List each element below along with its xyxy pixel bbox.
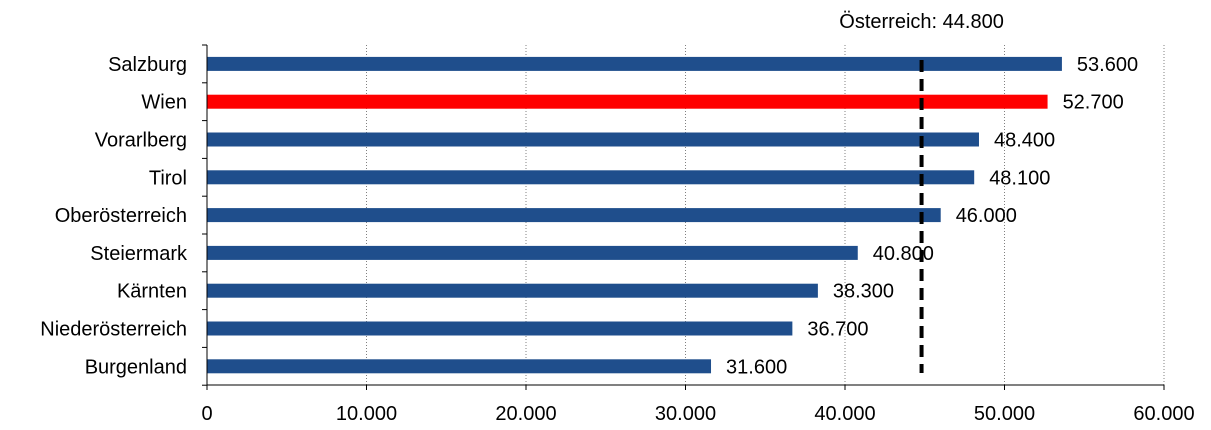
category-label: Vorarlberg (95, 130, 187, 152)
data-label: 40.800 (873, 243, 934, 265)
bar-4 (207, 208, 941, 223)
bars (207, 56, 1062, 374)
x-tick-label: 10.000 (336, 403, 397, 425)
bar-0 (207, 56, 1062, 71)
data-label: 36.700 (807, 319, 868, 341)
x-tick-label: 60.000 (1133, 403, 1194, 425)
category-label: Oberösterreich (55, 205, 187, 227)
category-label: Wien (141, 92, 187, 114)
data-label: 52.700 (1063, 92, 1124, 114)
x-tick-label: 30.000 (655, 403, 716, 425)
labels: 0 10.000 20.000 30.000 40.000 50.000 60.000 Sal… (40, 11, 1194, 425)
category-label: Salzburg (108, 54, 187, 76)
category-label: Tirol (149, 167, 187, 189)
bar-7 (207, 321, 793, 336)
x-tick-label: 20.000 (495, 403, 556, 425)
data-label: 48.400 (994, 130, 1055, 152)
data-label: 38.300 (833, 281, 894, 303)
x-tick-label: 0 (201, 403, 212, 425)
category-label: Kärnten (117, 281, 187, 303)
category-label: Burgenland (85, 356, 187, 378)
bar-3 (207, 170, 975, 185)
category-label: Steiermark (90, 243, 188, 265)
category-label: Niederösterreich (40, 319, 187, 341)
bar-6 (207, 283, 818, 298)
data-label: 48.100 (989, 167, 1050, 189)
data-label: 31.600 (726, 356, 787, 378)
data-label: 53.600 (1077, 54, 1138, 76)
x-tick-label: 40.000 (814, 403, 875, 425)
bar-8 (207, 359, 712, 374)
x-tick-label: 50.000 (974, 403, 1035, 425)
bar-2 (207, 132, 979, 147)
axes (202, 44, 1165, 390)
reference-line-label: Österreich: 44.800 (839, 11, 1004, 33)
data-label: 46.000 (956, 205, 1017, 227)
bar-1 (207, 94, 1048, 109)
bar-5 (207, 245, 858, 260)
